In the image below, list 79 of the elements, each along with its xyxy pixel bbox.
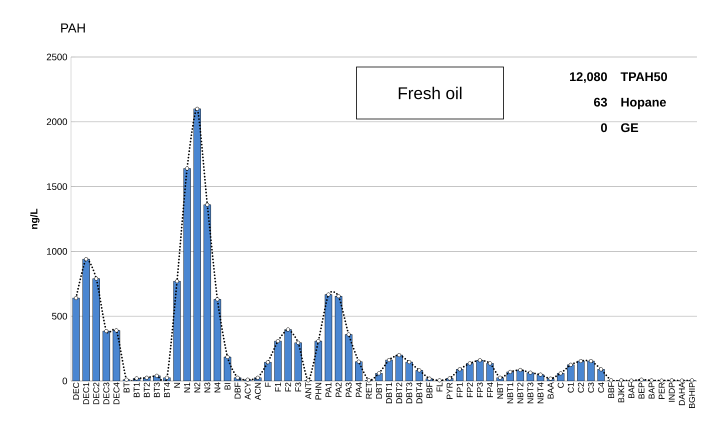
x-tick-label: BAA (548, 382, 554, 399)
x-tick-label: C4 (598, 382, 604, 393)
x-tick-label: BT3 (154, 382, 160, 398)
x-tick-label: DBT4 (416, 382, 422, 404)
x-tick-label: INDP (668, 382, 675, 402)
x-tick-label: C1 (568, 382, 574, 393)
annotation: GE (621, 123, 638, 132)
x-tick-label: BT1 (134, 382, 140, 398)
x-tick-label: DEC2 (93, 382, 100, 404)
x-tick-label: DBT (376, 382, 382, 398)
x-tick-label: RET (366, 382, 372, 398)
x-tick-label: DEC (73, 382, 80, 400)
x-tick-label: BBF (608, 382, 614, 398)
y-tick-label: 1500 (47, 183, 68, 190)
y-tick-label: 2000 (46, 118, 68, 126)
y-tick-label: 500 (52, 312, 68, 320)
x-tick-label: BEP (638, 382, 644, 399)
x-tick-label: NBT2 (517, 382, 524, 404)
x-tick-label: DBF (234, 382, 241, 398)
x-tick-label: BGHIP (688, 382, 695, 408)
x-tick-label: F1 (275, 382, 281, 392)
x-tick-label: FL (436, 382, 442, 392)
x-tick-label: N3 (204, 382, 210, 392)
x-tick-label: BT (124, 382, 130, 392)
x-tick-label: PA4 (356, 382, 362, 397)
x-tick-label: NBT1 (507, 382, 514, 404)
x-tick-label: DEC1 (83, 382, 90, 404)
x-tick-label: DBT3 (406, 382, 412, 404)
x-tick-label: DBT2 (396, 382, 402, 404)
x-tick-label: ACN (254, 382, 261, 400)
x-tick-label: ACY (244, 382, 251, 400)
x-tick-label: NBT (497, 382, 504, 398)
x-tick-label: BT4 (164, 382, 170, 398)
annotation: 12,080 (570, 72, 607, 83)
x-tick-label: DBT1 (386, 382, 392, 404)
annotation: TPAH50 (620, 72, 668, 82)
x-tick-label: BI (224, 382, 230, 390)
x-tick-label: NBT3 (527, 382, 534, 404)
x-tick-label: C3 (588, 382, 594, 393)
annotation: Hopane (621, 98, 666, 110)
x-tick-label: BAP (648, 382, 654, 399)
bar (82, 258, 90, 381)
x-tick-label: BT2 (144, 382, 150, 398)
x-tick-label: PYR (446, 382, 453, 399)
x-tick-label: N2 (194, 382, 200, 392)
chart-title: PAH (61, 24, 85, 32)
y-tick-label: 1000 (47, 248, 68, 255)
x-tick-label: FP2 (466, 382, 473, 398)
x-tick-label: DAHA (678, 382, 685, 406)
x-tick-label: F3 (295, 382, 302, 392)
x-tick-label: BAF (628, 382, 634, 398)
y-tick-label: 0 (62, 378, 68, 384)
bar (92, 278, 100, 381)
x-tick-label: NBT4 (538, 382, 544, 404)
x-tick-label: FP4 (487, 382, 493, 398)
x-tick-label: BJKF (618, 382, 624, 402)
y-axis-title: ng/L (30, 208, 40, 229)
y-tick-label: 2500 (46, 54, 68, 60)
x-tick-label: FP1 (456, 382, 463, 398)
x-tick-label: PA2 (336, 382, 342, 397)
x-tick-label: N4 (214, 382, 220, 392)
x-tick-label: C2 (578, 382, 584, 393)
x-tick-label: F (264, 382, 271, 387)
x-tick-label: PER (658, 382, 665, 399)
annotation: 0 (601, 123, 607, 132)
x-tick-label: PA3 (346, 382, 352, 397)
x-tick-label: BBF (426, 382, 432, 398)
annotation: Fresh oil (398, 86, 462, 100)
x-tick-label: F2 (285, 382, 292, 392)
x-tick-label: DEC3 (103, 382, 110, 404)
x-tick-label: PHN (315, 382, 322, 400)
annotation: 63 (594, 98, 608, 107)
x-tick-label: C (558, 382, 564, 388)
x-tick-label: FP3 (476, 382, 483, 398)
x-tick-label: DEC4 (113, 382, 120, 404)
x-tick-label: PA1 (326, 382, 332, 397)
x-tick-label: N1 (184, 382, 190, 392)
x-tick-label: ANT (305, 382, 312, 400)
x-tick-label: N (174, 382, 180, 388)
